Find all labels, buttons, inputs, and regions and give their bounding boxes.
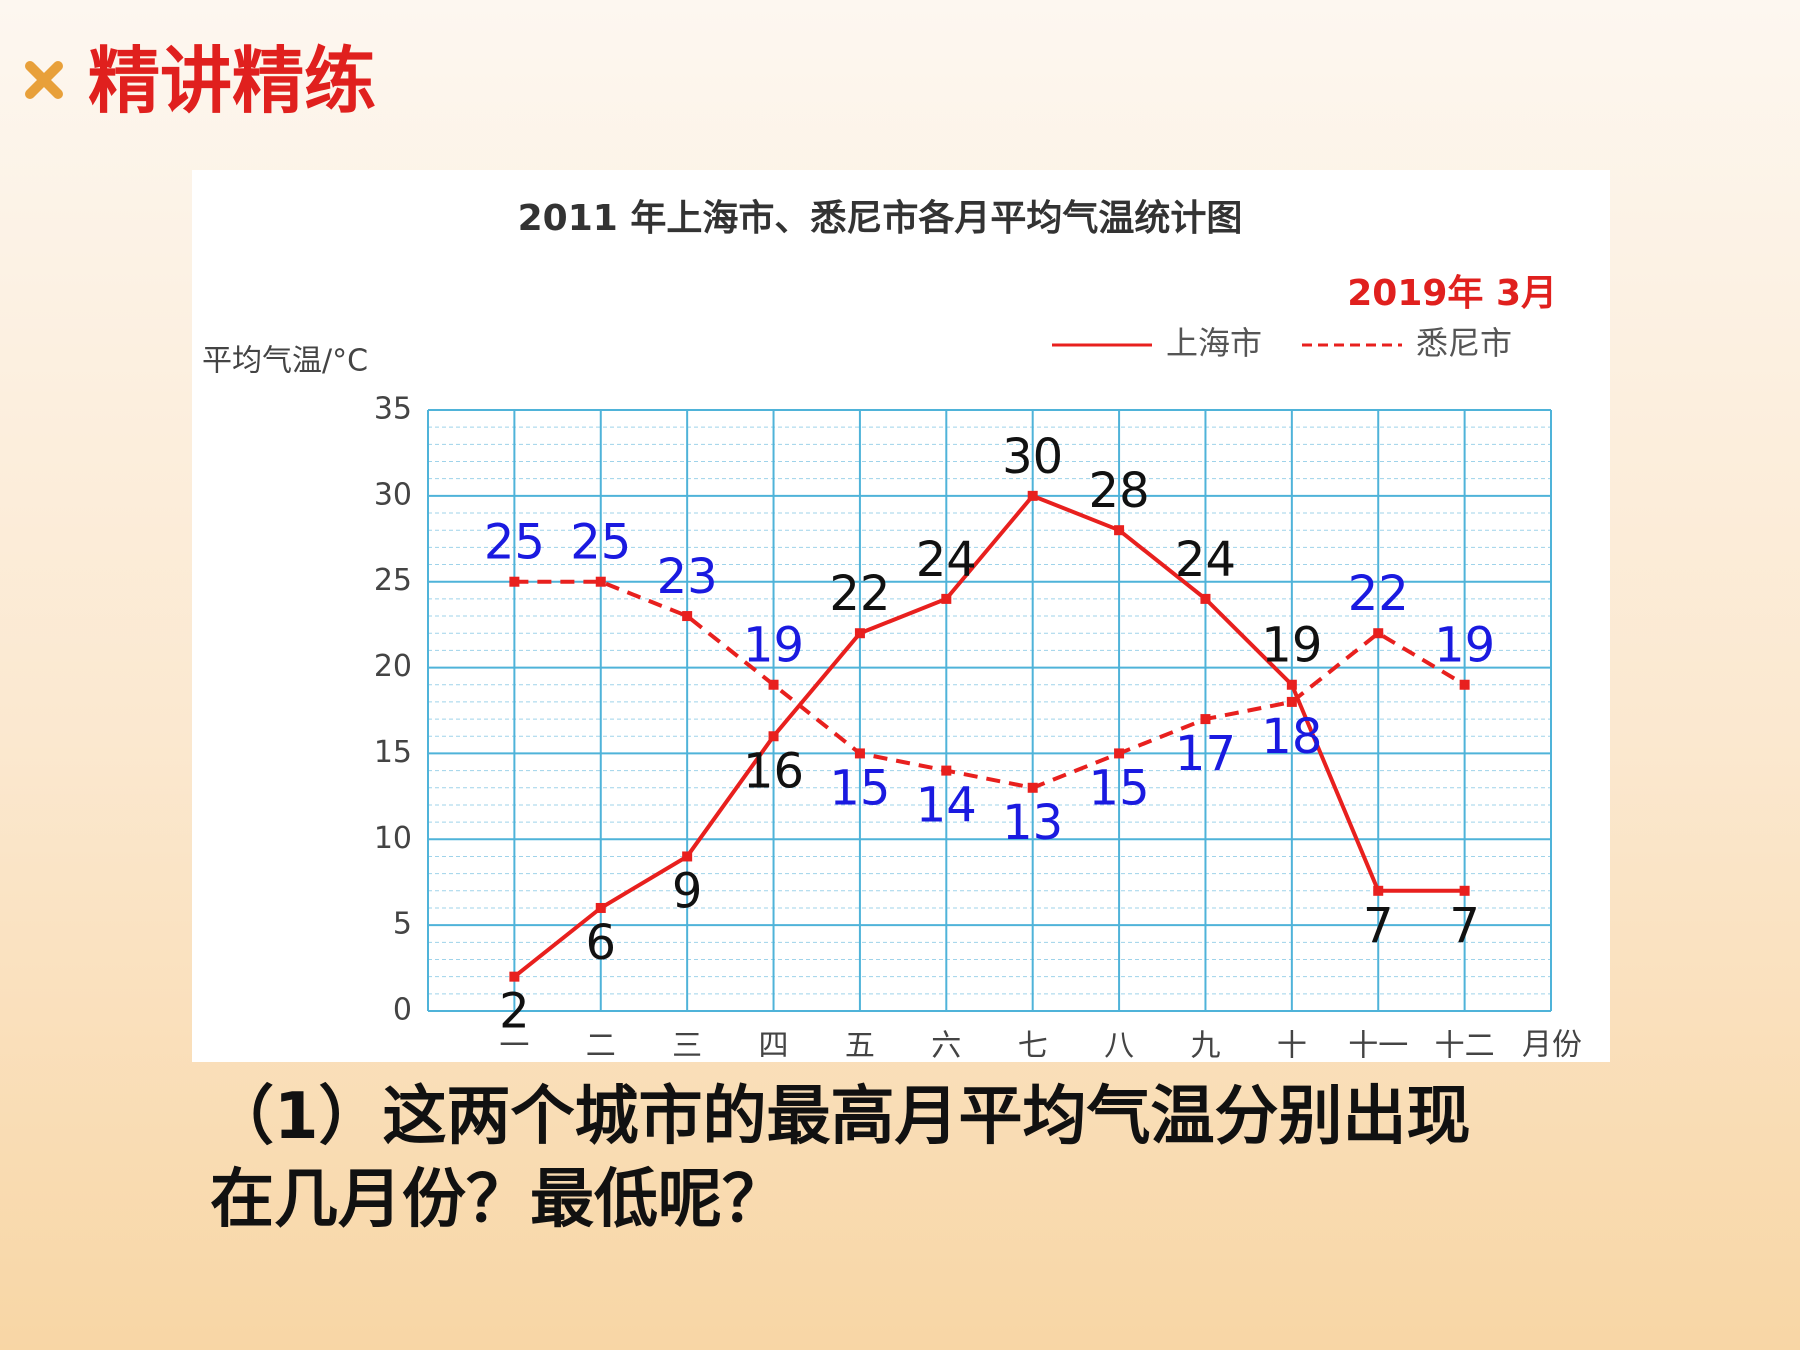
point-marker [1114, 748, 1125, 759]
chart: 2011 年上海市、悉尼市各月平均气温统计图 2019年 3月 平均气温/°C … [192, 170, 1610, 1062]
data-label: 9 [672, 863, 703, 919]
legend-label: 上海市 [1166, 324, 1262, 362]
y-tick-label: 15 [374, 735, 412, 770]
bullet-x [25, 61, 63, 99]
x-tick-label: 四 [759, 1029, 789, 1063]
point-marker [595, 576, 606, 587]
x-axis-label: 月份 [1522, 1028, 1582, 1063]
point-marker [1200, 714, 1211, 725]
point-marker [854, 628, 865, 639]
data-label: 24 [1175, 532, 1236, 588]
legend-label: 悉尼市 [1416, 324, 1512, 362]
x-tick-label: 六 [931, 1029, 961, 1063]
point-marker [854, 748, 865, 759]
x-tick-label: 十二 [1435, 1029, 1495, 1063]
data-label: 19 [1261, 618, 1322, 674]
point-marker [1286, 679, 1297, 690]
point-marker [1027, 782, 1038, 793]
point-marker [941, 593, 952, 604]
point-marker [1114, 525, 1125, 536]
slide-title: 精讲精练 [88, 39, 377, 123]
data-label: 7 [1449, 898, 1480, 954]
data-label: 2 [499, 984, 530, 1040]
x-tick-label: 五 [845, 1029, 875, 1063]
data-label: 13 [1002, 795, 1063, 851]
y-tick-label: 20 [374, 649, 412, 684]
data-label: 15 [829, 760, 890, 816]
data-label: 22 [1348, 566, 1409, 622]
point-marker [595, 902, 606, 913]
y-tick-label: 0 [393, 993, 412, 1028]
point-marker [1459, 679, 1470, 690]
point-marker [768, 731, 779, 742]
data-label: 28 [1089, 463, 1150, 519]
question-line: （1）这两个城市的最高月平均气温分别出现 [210, 1080, 1471, 1154]
annotation: 2019年 3月 [1347, 273, 1557, 314]
point-marker [1286, 696, 1297, 707]
data-label: 7 [1363, 898, 1394, 954]
point-marker [1459, 885, 1470, 896]
x-tick-label: 七 [1018, 1029, 1048, 1063]
data-label: 16 [743, 743, 804, 799]
point-marker [768, 679, 779, 690]
question-line: 在几月份？最低呢？ [210, 1163, 786, 1237]
y-axis-label: 平均气温/°C [202, 344, 368, 379]
series-line [514, 579, 1466, 790]
data-label: 22 [829, 566, 890, 622]
bullet-icon [25, 61, 63, 99]
x-tick-label: 八 [1104, 1029, 1134, 1063]
data-label: 30 [1002, 429, 1063, 485]
series-line [513, 493, 1465, 979]
data-label: 25 [484, 515, 545, 571]
data-label: 19 [743, 618, 804, 674]
y-tick-label: 35 [374, 392, 412, 427]
point-marker [941, 765, 952, 776]
x-tick-label: 九 [1190, 1029, 1220, 1063]
data-label: 19 [1434, 618, 1495, 674]
data-label: 23 [657, 549, 718, 605]
data-label: 25 [570, 515, 631, 571]
point-marker [1027, 490, 1038, 501]
point-marker [509, 576, 520, 587]
data-label: 18 [1261, 709, 1322, 765]
x-tick-label: 三 [672, 1029, 702, 1063]
point-marker [1373, 885, 1384, 896]
y-tick-label: 10 [374, 821, 412, 856]
point-marker [1200, 593, 1211, 604]
x-tick-label: 一 [499, 1029, 529, 1063]
point-marker [1373, 628, 1384, 639]
chart-title: 2011 年上海市、悉尼市各月平均气温统计图 [518, 198, 1243, 239]
point-marker [509, 971, 520, 982]
y-tick-label: 5 [393, 907, 412, 942]
x-tick-label: 十 [1277, 1029, 1307, 1063]
y-tick-label: 30 [374, 477, 412, 512]
data-label: 6 [585, 915, 616, 971]
point-marker [682, 611, 693, 622]
data-label: 17 [1175, 726, 1236, 782]
data-label: 15 [1089, 760, 1150, 816]
y-tick-label: 25 [374, 563, 412, 598]
x-tick-label: 十一 [1348, 1029, 1408, 1063]
point-marker [682, 851, 693, 862]
data-label: 24 [916, 532, 977, 588]
x-tick-label: 二 [586, 1029, 616, 1063]
data-label: 14 [916, 778, 977, 834]
